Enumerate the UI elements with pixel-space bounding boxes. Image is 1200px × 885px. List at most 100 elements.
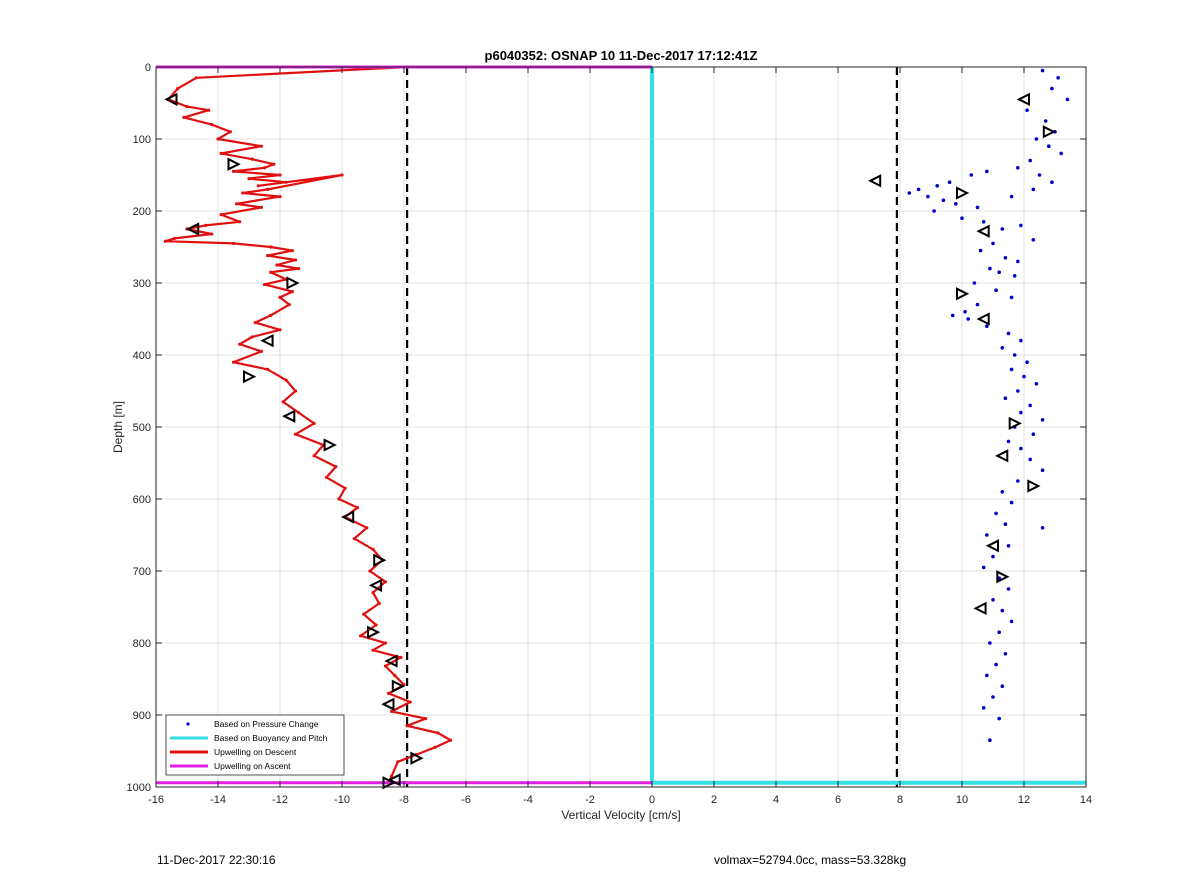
pressure-point bbox=[950, 313, 955, 318]
descent-triangle-marker bbox=[282, 409, 296, 423]
x-tick-label: -2 bbox=[585, 794, 595, 806]
pressure-point bbox=[954, 202, 958, 206]
descent-point bbox=[390, 774, 394, 778]
footer-timestamp: 11-Dec-2017 22:30:16 bbox=[157, 853, 276, 867]
pressure-point bbox=[1016, 479, 1020, 483]
descent-triangle-marker bbox=[164, 92, 178, 107]
x-tick-label: 14 bbox=[1080, 794, 1092, 806]
descent-point bbox=[355, 506, 360, 510]
x-tick-label: -8 bbox=[399, 794, 409, 806]
ascent-triangle-marker bbox=[1042, 125, 1057, 139]
pressure-point bbox=[997, 630, 1001, 634]
descent-triangle-marker bbox=[373, 553, 387, 567]
descent-point bbox=[219, 151, 223, 155]
descent-point bbox=[207, 108, 211, 112]
pressure-point bbox=[1012, 353, 1017, 357]
ascent-triangle-marker bbox=[1016, 92, 1030, 107]
descent-point bbox=[176, 87, 180, 91]
descent-point bbox=[269, 245, 273, 249]
pressure-point bbox=[935, 184, 939, 188]
descent-triangle-marker bbox=[367, 625, 381, 639]
descent-point bbox=[377, 601, 381, 606]
descent-point bbox=[262, 282, 267, 287]
y-tick-label: 1000 bbox=[127, 782, 151, 794]
descent-point bbox=[228, 130, 232, 134]
y-tick-label: 500 bbox=[133, 422, 151, 434]
pressure-point bbox=[975, 205, 980, 210]
descent-point bbox=[231, 241, 236, 245]
legend-item-buoyancy: Based on Buoyancy and Pitch bbox=[170, 733, 328, 743]
ascent-triangle-marker bbox=[996, 570, 1010, 584]
pressure-point bbox=[1009, 619, 1014, 624]
legend-item-ascent: Upwelling on Ascent bbox=[170, 761, 291, 771]
descent-triangle-marker bbox=[323, 438, 337, 452]
descent-point bbox=[247, 177, 251, 181]
pressure-point bbox=[988, 738, 992, 742]
descent-point bbox=[393, 673, 397, 678]
pressure-point bbox=[1009, 500, 1014, 505]
y-axis-label: Depth [m] bbox=[111, 401, 125, 453]
pressure-point bbox=[991, 554, 995, 559]
descent-triangle-marker bbox=[384, 654, 398, 668]
descent-point bbox=[368, 569, 372, 573]
descent-point bbox=[266, 254, 270, 258]
pressure-point bbox=[1031, 187, 1036, 192]
descent-triangle-marker bbox=[381, 697, 395, 711]
ascent-triangle-marker bbox=[976, 312, 990, 326]
pressure-point bbox=[1019, 223, 1023, 228]
ascent-triangle-marker bbox=[1027, 479, 1041, 493]
pressure-point bbox=[1059, 151, 1063, 156]
descent-point bbox=[284, 180, 288, 184]
descent-point bbox=[371, 648, 375, 652]
pressure-point bbox=[1009, 295, 1014, 300]
ascent-triangle-marker bbox=[973, 601, 987, 616]
descent-point bbox=[297, 411, 301, 415]
pressure-point bbox=[985, 673, 989, 678]
x-tick-label: 0 bbox=[649, 794, 655, 806]
pressure-point bbox=[985, 324, 989, 329]
pressure-point bbox=[907, 191, 912, 195]
pressure-point bbox=[1031, 432, 1036, 437]
descent-point bbox=[266, 187, 270, 191]
ascent-triangle-marker bbox=[956, 186, 970, 200]
pressure-point bbox=[1000, 490, 1005, 494]
pressure-point bbox=[994, 511, 998, 516]
legend-item-pressure: Based on Pressure Change bbox=[186, 719, 319, 729]
descent-point bbox=[210, 123, 214, 127]
descent-point bbox=[371, 591, 375, 595]
y-tick-label: 800 bbox=[133, 638, 151, 650]
pressure-point bbox=[991, 598, 995, 602]
descent-point bbox=[269, 270, 273, 274]
pressure-point bbox=[1016, 389, 1020, 393]
y-tick-label: 200 bbox=[133, 206, 151, 218]
descent-point bbox=[241, 191, 245, 195]
descent-point bbox=[371, 547, 375, 552]
pressure-point bbox=[1028, 457, 1032, 462]
pressure-point bbox=[1019, 446, 1023, 451]
descent-point bbox=[253, 321, 257, 325]
descent-point bbox=[390, 709, 394, 714]
descent-point bbox=[281, 400, 285, 404]
y-tick-label: 600 bbox=[133, 494, 151, 506]
pressure-point bbox=[997, 270, 1001, 275]
descent-point bbox=[194, 76, 198, 80]
pressure-point bbox=[1009, 194, 1014, 199]
descent-point bbox=[337, 497, 341, 501]
pressure-point bbox=[932, 209, 936, 213]
pressure-point bbox=[1034, 382, 1039, 386]
x-tick-label: -4 bbox=[523, 794, 533, 806]
x-tick-label: -10 bbox=[334, 794, 350, 806]
descent-point bbox=[405, 724, 409, 728]
descent-point bbox=[374, 623, 378, 627]
pressure-point bbox=[991, 695, 995, 699]
descent-point bbox=[386, 691, 391, 696]
pressure-point bbox=[1022, 374, 1026, 379]
pressure-point bbox=[947, 180, 952, 184]
x-tick-label: 2 bbox=[711, 794, 717, 806]
descent-point bbox=[216, 137, 220, 141]
chart-title: p6040352: OSNAP 10 11-Dec-2017 17:12:41Z bbox=[485, 48, 758, 63]
descent-triangle-marker bbox=[391, 679, 406, 693]
descent-point bbox=[275, 263, 279, 267]
pressure-point bbox=[926, 194, 930, 199]
